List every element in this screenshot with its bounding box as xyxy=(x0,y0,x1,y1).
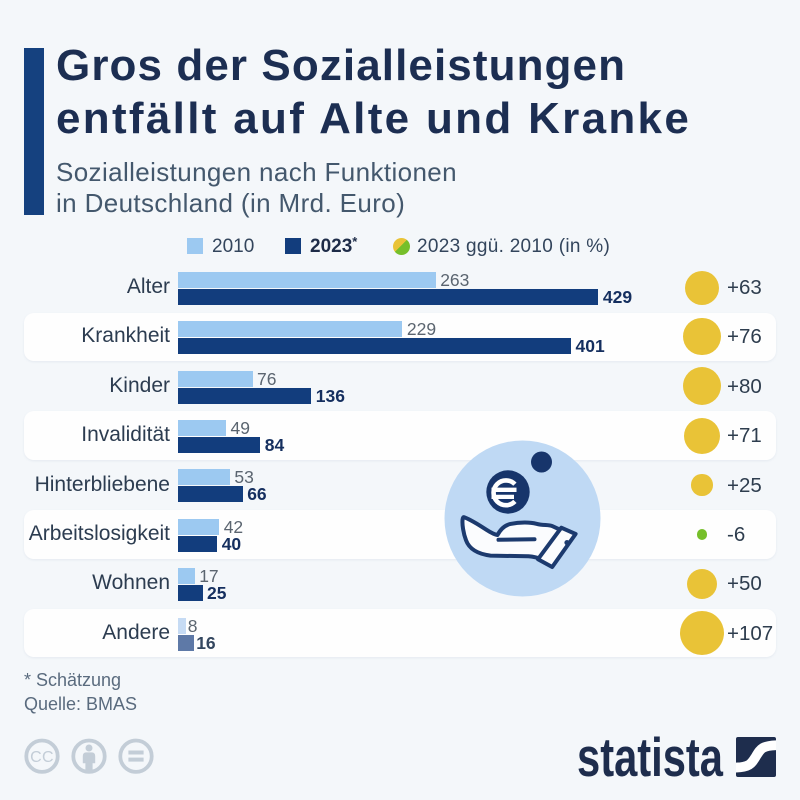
svg-text:statista: statista xyxy=(577,726,723,785)
svg-text:CC: CC xyxy=(30,749,54,766)
